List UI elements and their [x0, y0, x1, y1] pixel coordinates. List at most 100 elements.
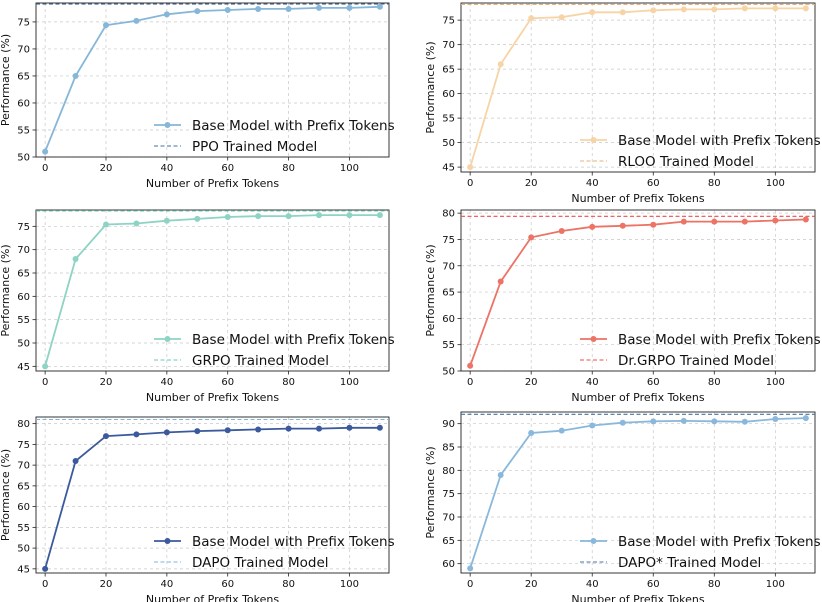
- x-tick-label: 80: [708, 579, 721, 590]
- data-point: [772, 416, 779, 422]
- plot-frame: [460, 411, 816, 574]
- y-tick-label: 55: [442, 114, 455, 125]
- data-point: [589, 223, 596, 230]
- data-point: [528, 15, 535, 22]
- data-point: [133, 17, 140, 24]
- legend-base-marker: [164, 336, 171, 342]
- data-point: [285, 425, 292, 432]
- legend-base-marker: [164, 122, 171, 128]
- x-tick-label: 80: [282, 163, 295, 174]
- plot-frame: [35, 2, 390, 158]
- data-point: [741, 5, 748, 12]
- data-point: [711, 418, 718, 425]
- data-point: [528, 234, 535, 241]
- x-tick-label: 20: [100, 377, 113, 388]
- y-tick-label: 50: [442, 367, 455, 378]
- x-axis-label: Number of Prefix Tokens: [571, 391, 705, 404]
- x-tick-label: 20: [525, 178, 538, 189]
- y-tick-label: 70: [442, 261, 455, 272]
- data-point: [102, 22, 109, 29]
- base-model-series-line: [469, 7, 806, 168]
- y-tick-label: 65: [17, 481, 30, 492]
- y-axis-label: Performance (%): [0, 34, 12, 126]
- x-tick-label: 100: [766, 579, 785, 590]
- data-point: [558, 228, 565, 235]
- y-tick-label: 50: [442, 138, 455, 149]
- data-point: [224, 7, 231, 14]
- x-axis-label: Number of Prefix Tokens: [146, 593, 280, 602]
- x-tick-label: 80: [282, 579, 295, 590]
- data-point: [163, 429, 170, 436]
- y-tick-label: 60: [17, 98, 30, 109]
- y-tick-label: 55: [442, 340, 455, 351]
- legend-label-trained: DAPO Trained Model: [192, 555, 329, 571]
- data-point: [558, 427, 565, 434]
- y-tick-label: 85: [442, 443, 455, 454]
- legend-label-trained: GRPO Trained Model: [192, 353, 329, 369]
- data-point: [346, 212, 353, 219]
- data-point: [619, 222, 626, 229]
- data-point: [589, 422, 596, 429]
- legend-base-marker: [590, 336, 597, 342]
- legend-label-trained: DAPO* Trained Model: [618, 555, 761, 571]
- data-point: [467, 362, 474, 369]
- data-point: [72, 457, 79, 464]
- data-point: [802, 216, 809, 223]
- data-point: [194, 215, 201, 222]
- x-tick-label: 100: [766, 377, 785, 388]
- legend-label-trained: RLOO Trained Model: [618, 154, 754, 170]
- y-tick-label: 75: [17, 17, 30, 28]
- base-model-series-line: [44, 214, 380, 367]
- x-tick-label: 40: [586, 377, 599, 388]
- plot-frame: [460, 209, 816, 372]
- legend: Base Model with Prefix Tokens DAPO Traine…: [154, 534, 395, 571]
- data-point: [72, 72, 79, 79]
- x-tick-label: 100: [766, 178, 785, 189]
- chart-panel-2: 0 20 40 60 80 100 45 50 55 60 65 70 75 Number of Pref…: [424, 2, 821, 205]
- y-tick-label: 80: [17, 419, 30, 430]
- data-point: [255, 426, 262, 433]
- data-point: [619, 9, 626, 16]
- data-point: [194, 428, 201, 435]
- data-point: [42, 565, 49, 572]
- data-point: [619, 419, 626, 426]
- base-model-series-line: [44, 5, 380, 152]
- x-tick-label: 20: [525, 579, 538, 590]
- legend-label-base: Base Model with Prefix Tokens: [192, 118, 395, 134]
- x-tick-label: 60: [647, 178, 660, 189]
- data-point: [650, 221, 657, 228]
- legend: Base Model with Prefix Tokens Dr.GRPO Tra…: [580, 332, 821, 369]
- y-tick-label: 50: [17, 339, 30, 350]
- y-tick-label: 65: [17, 269, 30, 280]
- y-tick-label: 45: [17, 564, 30, 575]
- y-tick-label: 70: [17, 461, 30, 472]
- legend-label-base: Base Model with Prefix Tokens: [618, 133, 821, 149]
- x-tick-label: 0: [42, 377, 48, 388]
- data-point: [72, 256, 79, 262]
- y-tick-label: 45: [442, 163, 455, 174]
- x-tick-label: 60: [647, 579, 660, 590]
- base-model-series-line: [469, 218, 806, 367]
- data-point: [650, 7, 657, 14]
- y-tick-label: 75: [17, 440, 30, 451]
- y-tick-label: 65: [442, 65, 455, 76]
- y-tick-label: 75: [442, 16, 455, 27]
- x-tick-label: 0: [42, 163, 48, 174]
- x-tick-label: 40: [160, 579, 173, 590]
- data-point: [42, 148, 49, 155]
- x-tick-label: 0: [42, 579, 48, 590]
- data-point: [497, 61, 504, 68]
- chart-panel-3: 0 20 40 60 80 100 45 50 55 60 65 70 75 Number of Pref…: [0, 209, 395, 404]
- data-point: [802, 415, 809, 422]
- data-point: [285, 5, 292, 12]
- legend: Base Model with Prefix Tokens GRPO Traine…: [154, 332, 395, 369]
- data-point: [163, 217, 170, 224]
- x-tick-label: 20: [525, 377, 538, 388]
- x-tick-label: 100: [340, 579, 359, 590]
- y-tick-label: 60: [442, 89, 455, 100]
- y-tick-label: 75: [442, 235, 455, 246]
- data-point: [741, 218, 748, 225]
- data-point: [497, 472, 504, 478]
